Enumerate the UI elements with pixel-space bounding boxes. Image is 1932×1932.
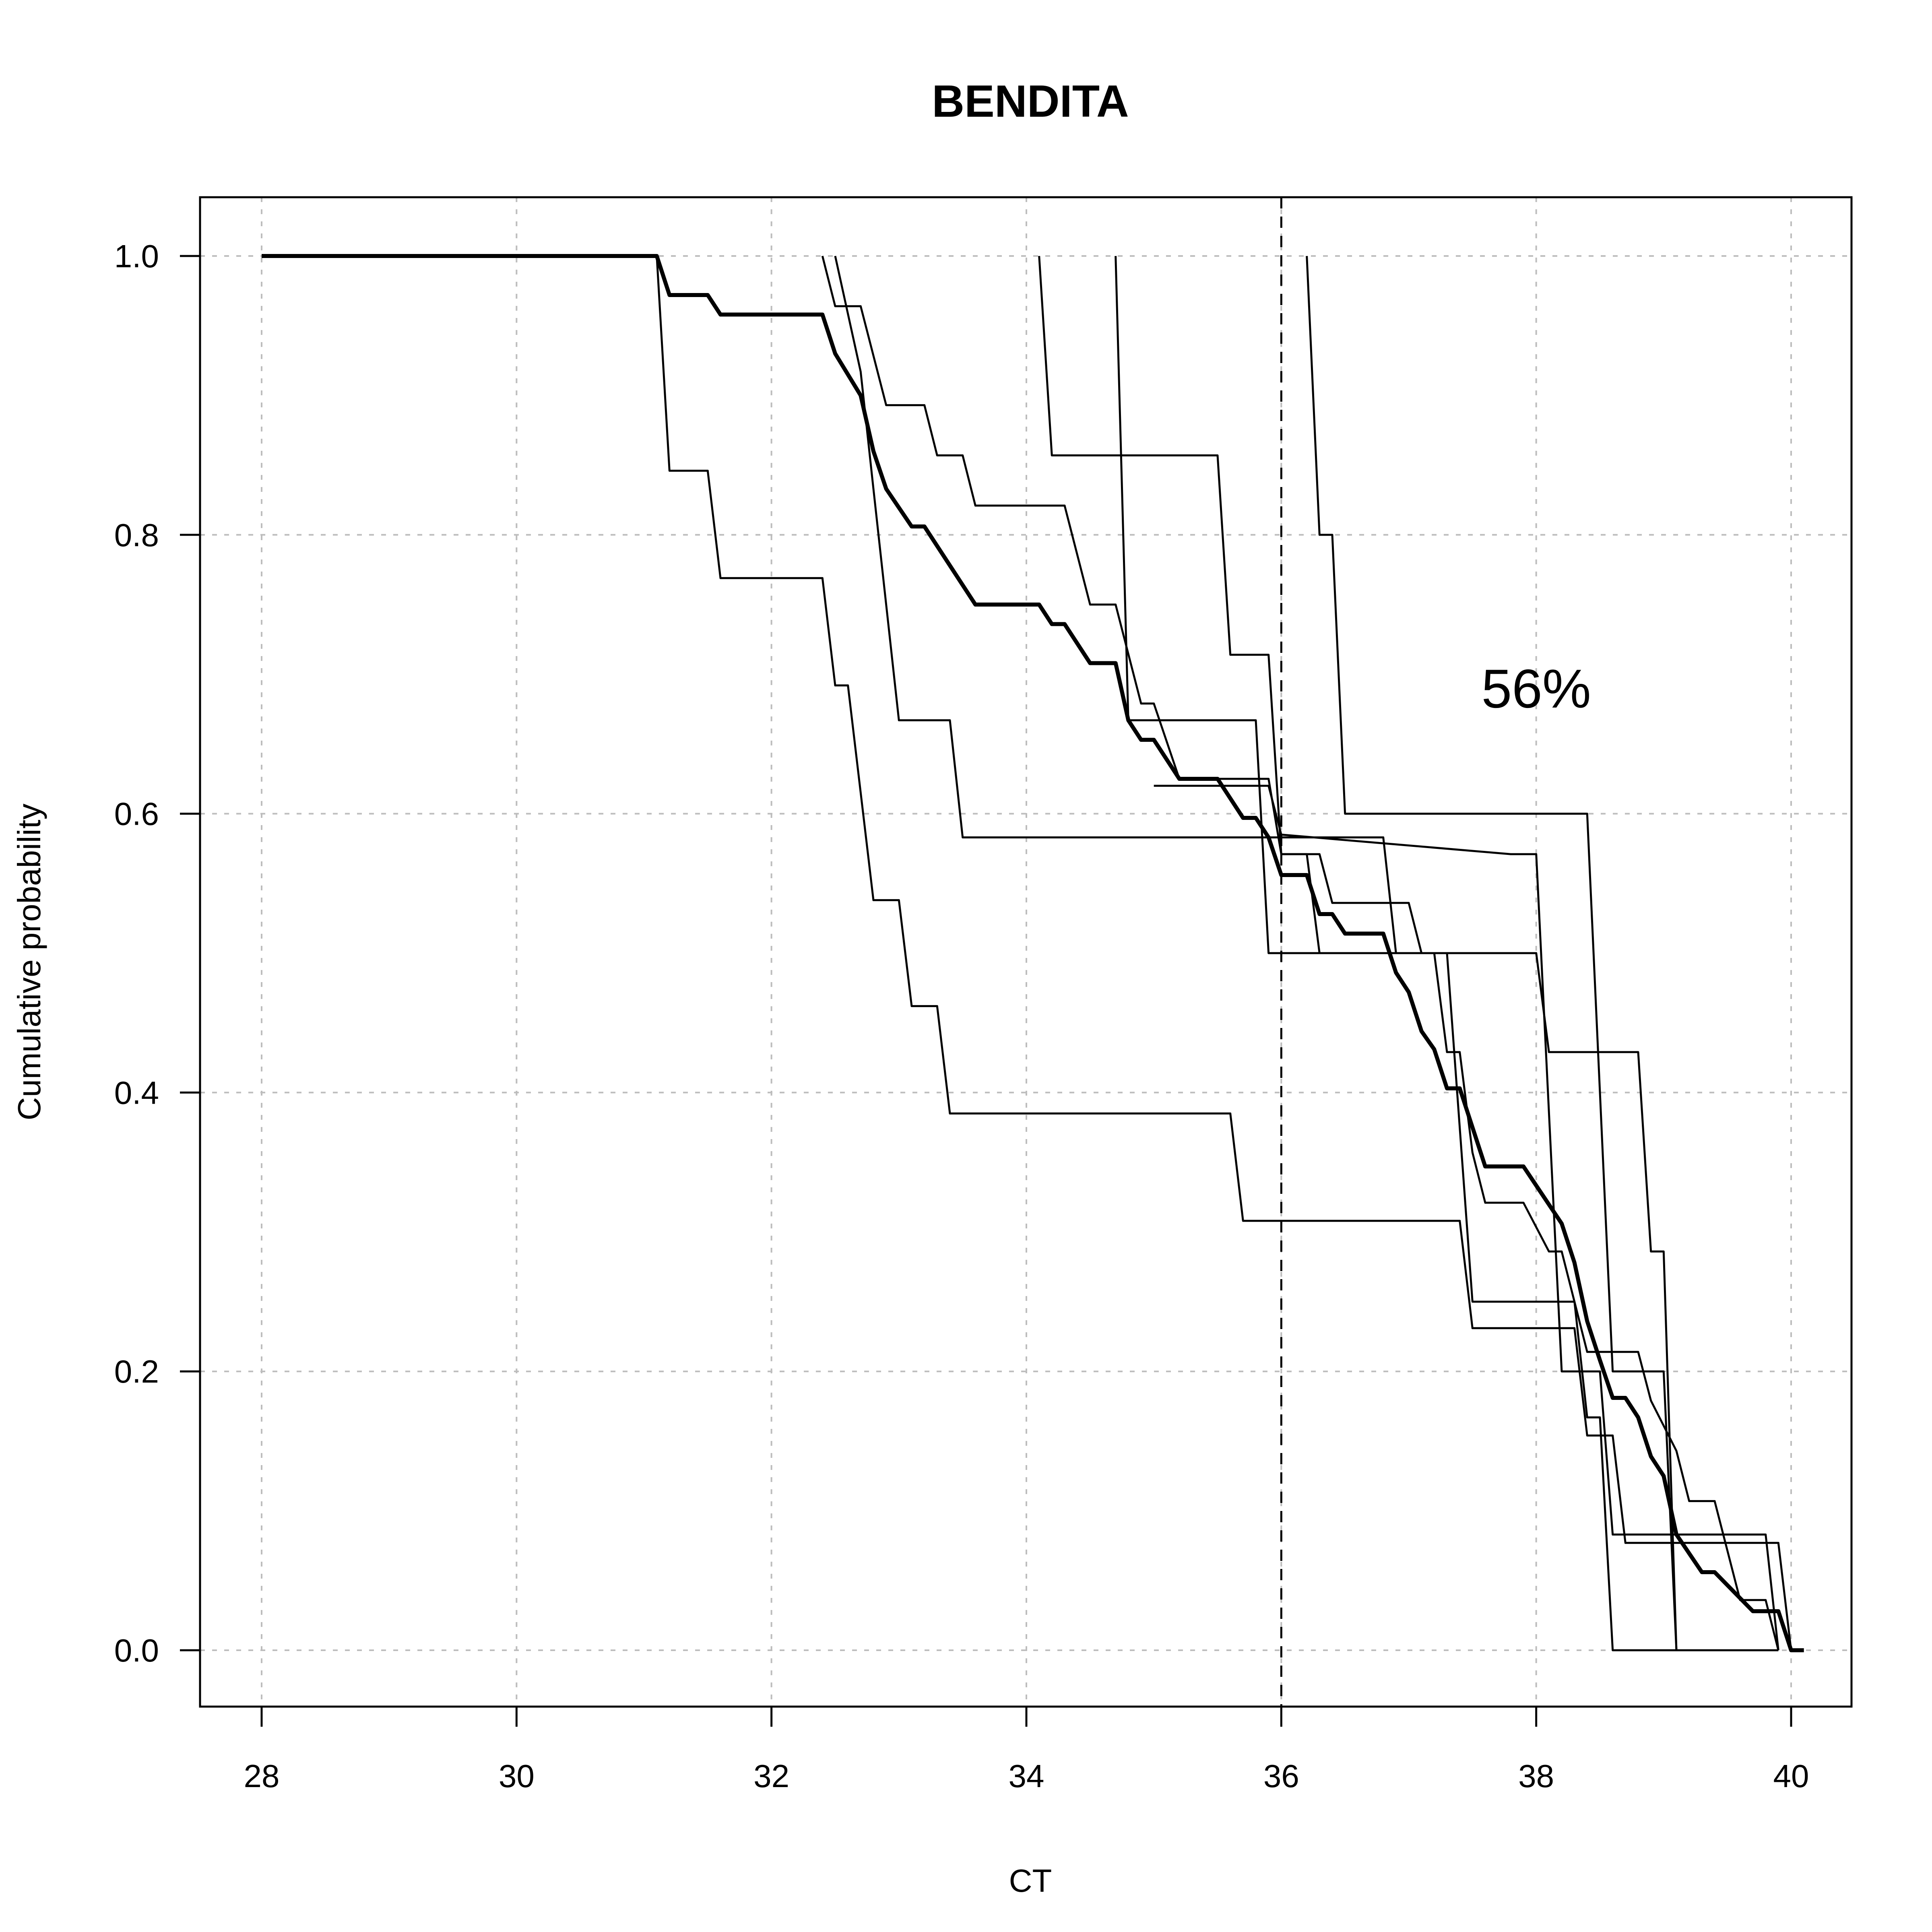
y-tick-label: 0.4 (114, 1075, 159, 1110)
series-line-7 (1154, 784, 1779, 1651)
x-tick-label: 34 (1009, 1758, 1044, 1794)
series-line-4 (1038, 256, 1702, 1651)
y-tick-label: 1.0 (114, 238, 159, 274)
series-line-6 (1306, 256, 1753, 1651)
grid (200, 197, 1852, 1707)
x-tick-label: 30 (499, 1758, 535, 1794)
chart-title: BENDITA (932, 76, 1129, 126)
y-axis: 0.0 0.2 0.4 0.6 0.8 1.0 (114, 238, 200, 1668)
x-tick-label: 28 (244, 1758, 280, 1794)
series-line-5 (1115, 256, 1358, 954)
x-axis: 28 30 32 34 36 38 40 (244, 1707, 1809, 1794)
x-tick-label: 40 (1773, 1758, 1809, 1794)
x-tick-label: 32 (753, 1758, 789, 1794)
x-tick-label: 38 (1518, 1758, 1554, 1794)
series-line-aggregate (262, 254, 1804, 1652)
y-tick-label: 0.8 (114, 517, 159, 553)
x-tick-label: 36 (1263, 1758, 1299, 1794)
y-tick-label: 0.2 (114, 1354, 159, 1389)
annotation-label: 56% (1482, 658, 1591, 719)
series-group (262, 254, 1804, 1652)
series-line-1 (656, 256, 1792, 1651)
y-tick-label: 0.0 (114, 1633, 159, 1668)
x-axis-title: CT (1009, 1863, 1052, 1899)
y-axis-title: Cumulative probability (11, 803, 47, 1120)
series-line-2 (821, 256, 1779, 1651)
y-tick-label: 0.6 (114, 796, 159, 832)
